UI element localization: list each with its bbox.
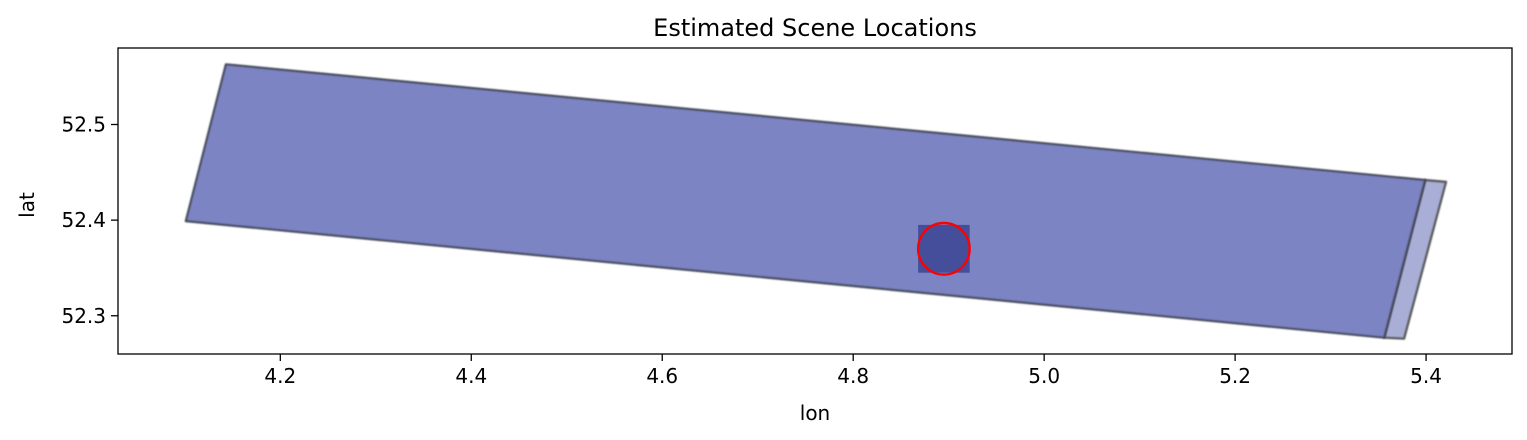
scene-footprint-main: [184, 63, 1427, 339]
x-axis-label: lon: [800, 401, 830, 425]
x-tick-label: 5.2: [1219, 364, 1251, 388]
y-tick-label: 52.3: [61, 304, 106, 328]
y-tick-label: 52.5: [61, 113, 106, 137]
x-tick-label: 4.8: [837, 364, 869, 388]
x-axis: 4.2 4.4 4.6 4.8 5.0 5.2 5.4: [264, 354, 1442, 388]
y-axis: 52.3 52.4 52.5: [61, 113, 118, 328]
x-tick-label: 4.6: [646, 364, 678, 388]
y-axis-label: lat: [15, 192, 39, 218]
x-tick-label: 4.2: [264, 364, 296, 388]
x-tick-label: 4.4: [455, 364, 487, 388]
x-tick-label: 5.4: [1410, 364, 1442, 388]
target-location-marker: [916, 221, 971, 276]
axes-frame: [117, 47, 1513, 355]
y-tick-label: 52.4: [61, 208, 106, 232]
plot-area: [184, 63, 1448, 340]
x-tick-label: 5.0: [1028, 364, 1060, 388]
target-image-patch: [918, 224, 970, 273]
chart-title: Estimated Scene Locations: [653, 14, 977, 42]
